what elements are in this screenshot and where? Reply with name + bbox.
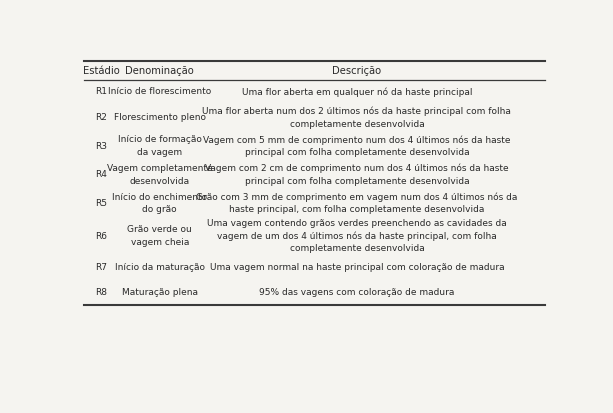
Text: Grão com 3 mm de comprimento em vagem num dos 4 últimos nós da
haste principal, : Grão com 3 mm de comprimento em vagem nu…	[196, 192, 517, 214]
Text: Estádio: Estádio	[83, 66, 120, 76]
Text: Vagem com 2 cm de comprimento num dos 4 últimos nós da haste
principal com folha: Vagem com 2 cm de comprimento num dos 4 …	[205, 164, 509, 186]
Text: 95% das vagens com coloração de madura: 95% das vagens com coloração de madura	[259, 288, 455, 297]
Text: Início de formação
da vagem: Início de formação da vagem	[118, 135, 202, 157]
Text: Uma flor aberta num dos 2 últimos nós da haste principal com folha
completamente: Uma flor aberta num dos 2 últimos nós da…	[202, 107, 511, 128]
Text: Uma flor aberta em qualquer nó da haste principal: Uma flor aberta em qualquer nó da haste …	[242, 87, 472, 97]
Text: Início de florescimento: Início de florescimento	[108, 88, 211, 96]
Text: R8: R8	[96, 288, 107, 297]
Text: Início da maturação: Início da maturação	[115, 263, 205, 272]
Text: R1: R1	[96, 88, 107, 96]
Text: Maturação plena: Maturação plena	[122, 288, 198, 297]
Text: Descrição: Descrição	[332, 66, 381, 76]
Text: Denominação: Denominação	[126, 66, 194, 76]
Text: Grão verde ou
vagem cheia: Grão verde ou vagem cheia	[128, 225, 192, 247]
Text: R2: R2	[96, 113, 107, 122]
Text: Uma vagem contendo grãos verdes preenchendo as cavidades da
vagem de um dos 4 úl: Uma vagem contendo grãos verdes preenche…	[207, 219, 507, 254]
Text: R6: R6	[96, 232, 107, 241]
Text: Florescimento pleno: Florescimento pleno	[114, 113, 206, 122]
Text: R4: R4	[96, 170, 107, 179]
Text: R3: R3	[96, 142, 107, 151]
Text: Início do enchimento
do grão: Início do enchimento do grão	[112, 193, 207, 214]
Text: R7: R7	[96, 263, 107, 272]
Text: Uma vagem normal na haste principal com coloração de madura: Uma vagem normal na haste principal com …	[210, 263, 504, 272]
Text: Vagem completamente
desenvolvida: Vagem completamente desenvolvida	[107, 164, 213, 185]
Text: R5: R5	[96, 199, 107, 208]
Text: Vagem com 5 mm de comprimento num dos 4 últimos nós da haste
principal com folha: Vagem com 5 mm de comprimento num dos 4 …	[203, 135, 511, 157]
